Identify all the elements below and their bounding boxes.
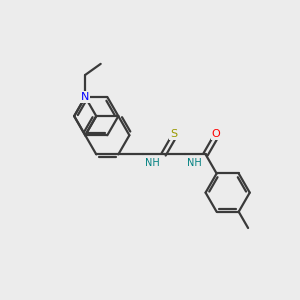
Text: S: S [170,129,177,139]
Text: O: O [211,129,220,139]
Text: NH: NH [187,158,202,168]
Text: NH: NH [145,158,160,168]
Text: N: N [81,92,89,102]
